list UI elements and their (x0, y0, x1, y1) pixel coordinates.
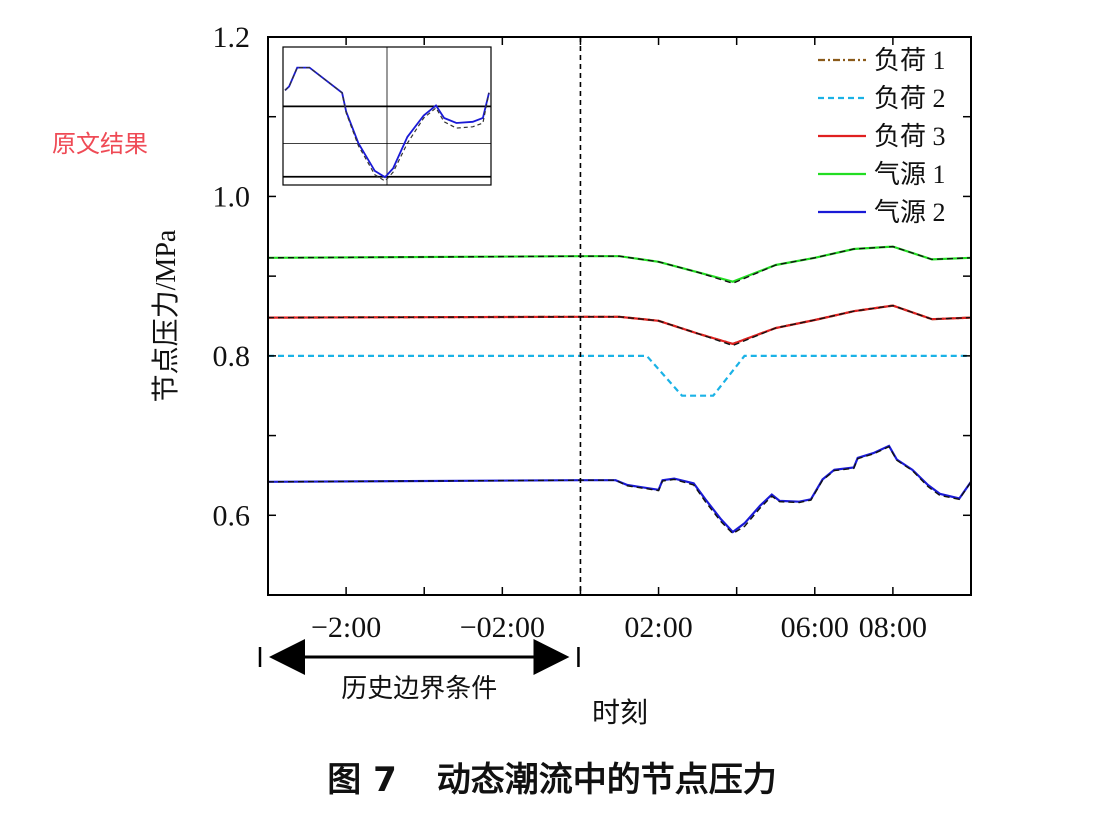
y-tick-label: 1.0 (213, 180, 251, 213)
y-tick-label: 1.2 (213, 21, 251, 54)
x-tick-label: −02:00 (460, 611, 545, 644)
x-tick-label: 08:00 (859, 611, 927, 644)
x-tick-label: 06:00 (781, 611, 849, 644)
series-line-1 (268, 354, 971, 397)
series-line-6 (267, 304, 972, 347)
y-tick-label: 0.6 (213, 499, 251, 532)
series-line-7 (267, 445, 972, 535)
history-boundary-annotation: 历史边界条件 (258, 639, 580, 703)
series-line-5 (267, 245, 972, 285)
series-layer (267, 245, 972, 535)
legend-label: 气源 2 (874, 198, 946, 227)
legend-label: 气源 1 (874, 160, 946, 189)
plot-frame (267, 36, 972, 596)
figure-number: 图 7 (327, 760, 397, 800)
y-axis-label: 节点压力/MPa (150, 229, 182, 402)
legend: 负荷 1 负荷 2 负荷 3 气源 1 气源 2 (818, 46, 946, 227)
inset-zoom-chart (282, 46, 492, 186)
series-line-0 (267, 304, 972, 346)
legend-label: 负荷 3 (874, 122, 946, 151)
x-tick-label: 02:00 (624, 611, 692, 644)
node-pressure-chart: 0.6 0.8 1.0 1.2 −2:00 −02:00 02:00 06:00 08:00 负… (150, 21, 972, 729)
y-tick-label: 0.8 (213, 340, 251, 373)
series-line-2 (267, 304, 972, 346)
annotation-original-result: 原文结果 (52, 130, 148, 158)
series-line-4 (267, 444, 972, 534)
legend-label: 负荷 1 (874, 46, 946, 75)
ticks-layer: 0.6 0.8 1.0 1.2 −2:00 −02:00 02:00 06:00 08:00 (213, 21, 971, 644)
figure-title: 动态潮流中的节点压力 (436, 760, 777, 800)
history-label: 历史边界条件 (341, 674, 497, 703)
series-line-3 (267, 245, 972, 283)
legend-label: 负荷 2 (874, 84, 946, 113)
inset-series-line-1 (284, 66, 490, 182)
figure-caption: 图 7 动态潮流中的节点压力 (0, 752, 1104, 801)
x-axis-label: 时刻 (592, 697, 648, 729)
x-tick-label: −2:00 (311, 611, 381, 644)
